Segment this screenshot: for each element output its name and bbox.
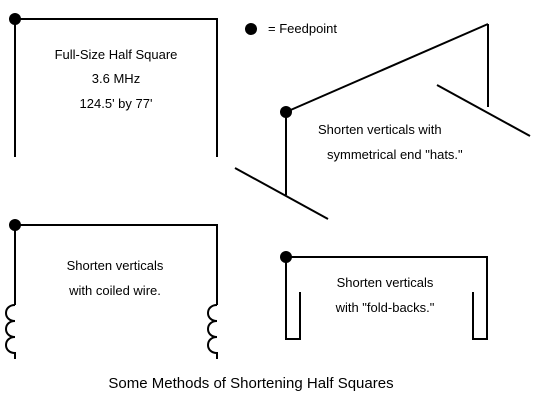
end-hats-feedpoint bbox=[280, 106, 292, 118]
end-hats-antenna: Shorten verticals with symmetrical end "… bbox=[234, 23, 531, 220]
end-hats-line2: symmetrical end "hats." bbox=[327, 147, 463, 162]
fold-backs-line1: Shorten verticals bbox=[337, 275, 434, 290]
legend: = Feedpoint bbox=[245, 21, 337, 36]
coiled-feedpoint bbox=[9, 219, 21, 231]
fold-backs-antenna: Shorten verticals with "fold-backs." bbox=[280, 251, 488, 340]
fold-backs-wire bbox=[285, 256, 488, 340]
full-size-wire bbox=[14, 18, 218, 157]
end-hats-line1: Shorten verticals with bbox=[318, 122, 442, 137]
coiled-top-wire bbox=[14, 224, 218, 305]
full-size-antenna: Full-Size Half Square 3.6 MHz 124.5' by … bbox=[9, 13, 218, 157]
full-size-title: Full-Size Half Square bbox=[55, 47, 178, 62]
end-hats-left-hat bbox=[234, 167, 329, 220]
fold-backs-feedpoint bbox=[280, 251, 292, 263]
coiled-left-coil bbox=[5, 304, 16, 359]
end-hats-horizontal-wire bbox=[285, 23, 489, 113]
coiled-line2: with coiled wire. bbox=[68, 283, 161, 298]
end-hats-right-hat bbox=[436, 84, 531, 137]
full-size-dimensions: 124.5' by 77' bbox=[80, 96, 153, 111]
coiled-line1: Shorten verticals bbox=[67, 258, 164, 273]
legend-label: = Feedpoint bbox=[268, 21, 337, 36]
coiled-antenna: Shorten verticals with coiled wire. bbox=[5, 219, 218, 359]
diagram-caption: Some Methods of Shortening Half Squares bbox=[108, 375, 393, 392]
coiled-right-coil bbox=[207, 304, 218, 359]
legend-feedpoint-dot bbox=[245, 23, 257, 35]
full-size-frequency: 3.6 MHz bbox=[92, 71, 140, 86]
full-size-feedpoint bbox=[9, 13, 21, 25]
fold-backs-line2: with "fold-backs." bbox=[335, 300, 435, 315]
